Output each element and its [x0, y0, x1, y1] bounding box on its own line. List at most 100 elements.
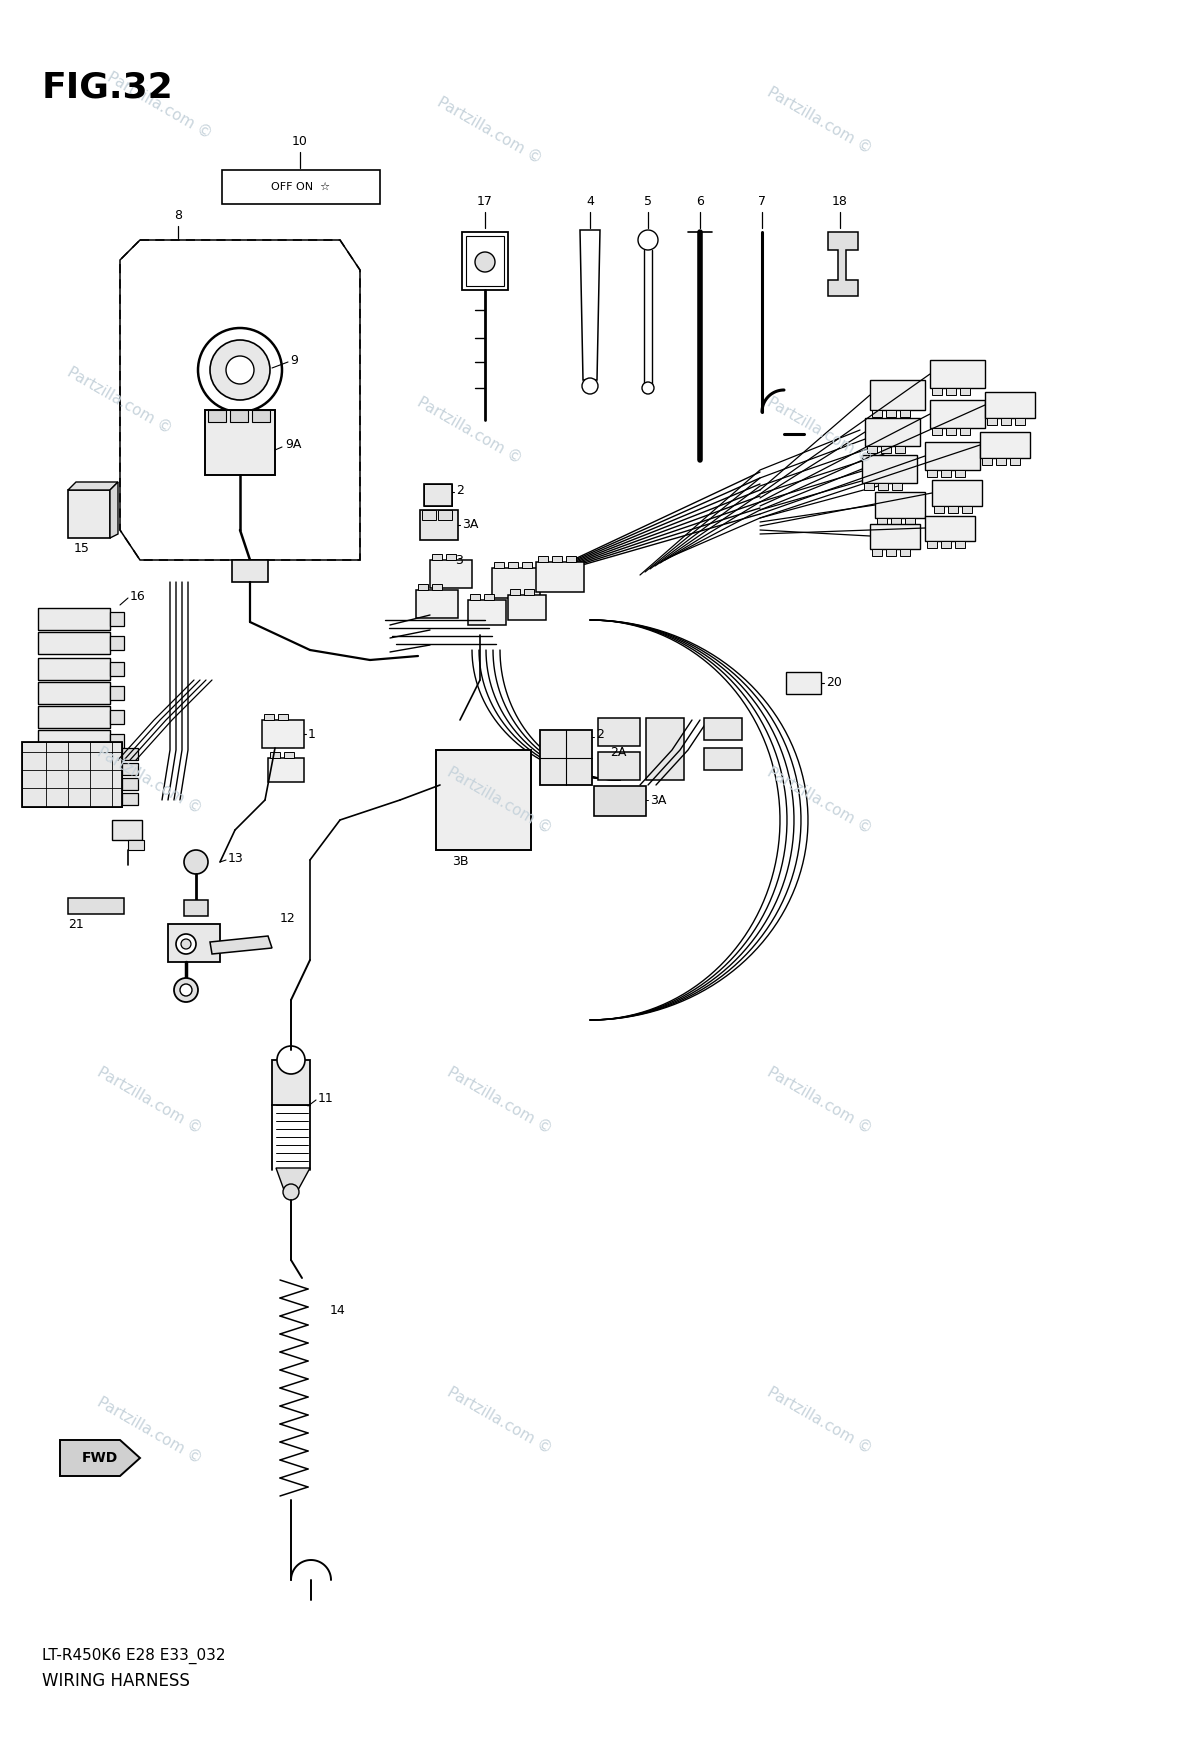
- Bar: [38, 706, 110, 728]
- Bar: [960, 388, 970, 395]
- Bar: [872, 410, 882, 417]
- Bar: [110, 612, 124, 626]
- Polygon shape: [580, 229, 600, 381]
- Text: 3B: 3B: [451, 855, 468, 867]
- Bar: [422, 509, 436, 520]
- Bar: [941, 469, 952, 476]
- Text: Partzilla.com ©: Partzilla.com ©: [95, 1394, 205, 1467]
- Text: 10: 10: [292, 136, 308, 148]
- Circle shape: [198, 328, 282, 412]
- Circle shape: [226, 356, 254, 384]
- Bar: [941, 541, 952, 547]
- Polygon shape: [210, 937, 272, 954]
- Bar: [960, 428, 970, 434]
- Bar: [68, 490, 110, 539]
- Bar: [508, 561, 518, 568]
- Bar: [222, 170, 380, 203]
- Text: FIG.32: FIG.32: [42, 70, 174, 104]
- Bar: [866, 447, 877, 454]
- Bar: [38, 659, 110, 680]
- Bar: [934, 506, 944, 513]
- Bar: [416, 589, 458, 619]
- Bar: [982, 459, 992, 466]
- Circle shape: [277, 1046, 305, 1074]
- Bar: [122, 793, 138, 805]
- Bar: [122, 763, 138, 775]
- Text: 7: 7: [758, 195, 766, 209]
- Bar: [38, 659, 110, 680]
- Bar: [865, 419, 920, 447]
- Bar: [466, 236, 504, 287]
- Bar: [438, 509, 452, 520]
- Bar: [540, 730, 592, 786]
- Bar: [122, 779, 138, 791]
- Bar: [870, 523, 920, 549]
- Circle shape: [210, 341, 270, 400]
- Circle shape: [181, 939, 191, 949]
- Polygon shape: [276, 1168, 310, 1191]
- Polygon shape: [110, 481, 118, 539]
- Bar: [895, 447, 905, 454]
- Text: Partzilla.com ©: Partzilla.com ©: [65, 363, 175, 436]
- Circle shape: [638, 229, 658, 250]
- Bar: [875, 492, 925, 518]
- Circle shape: [174, 978, 198, 1003]
- Bar: [284, 753, 294, 758]
- Bar: [38, 730, 110, 753]
- Bar: [948, 506, 958, 513]
- Bar: [184, 900, 208, 916]
- Text: 9A: 9A: [286, 438, 301, 452]
- Bar: [864, 483, 874, 490]
- Text: LT-R450K6 E28 E33_032: LT-R450K6 E28 E33_032: [42, 1648, 226, 1665]
- Bar: [264, 714, 274, 720]
- Circle shape: [180, 984, 192, 996]
- Bar: [122, 747, 138, 760]
- Bar: [268, 758, 304, 782]
- Bar: [890, 518, 901, 525]
- Bar: [886, 549, 896, 556]
- Polygon shape: [60, 1441, 140, 1476]
- Bar: [986, 419, 997, 426]
- Bar: [38, 633, 110, 653]
- Text: Partzilla.com ©: Partzilla.com ©: [766, 83, 875, 156]
- Text: Partzilla.com ©: Partzilla.com ©: [436, 94, 545, 167]
- Bar: [22, 742, 122, 806]
- Bar: [892, 483, 902, 490]
- Bar: [1001, 419, 1010, 426]
- Bar: [925, 516, 974, 541]
- Bar: [112, 820, 142, 839]
- Text: 6: 6: [696, 195, 704, 209]
- Bar: [522, 561, 532, 568]
- Text: Partzilla.com ©: Partzilla.com ©: [766, 395, 875, 466]
- Bar: [955, 469, 965, 476]
- Polygon shape: [828, 231, 858, 295]
- Bar: [38, 633, 110, 653]
- Bar: [110, 662, 124, 676]
- Bar: [536, 561, 584, 593]
- Text: 20: 20: [826, 676, 842, 690]
- Bar: [38, 608, 110, 629]
- Bar: [704, 718, 742, 740]
- Text: 17: 17: [478, 195, 493, 209]
- Text: 2A: 2A: [610, 746, 626, 758]
- Circle shape: [176, 933, 196, 954]
- Bar: [110, 733, 124, 747]
- Text: 1: 1: [308, 728, 316, 740]
- Bar: [877, 518, 887, 525]
- Text: Partzilla.com ©: Partzilla.com ©: [95, 1064, 205, 1137]
- Bar: [598, 753, 640, 780]
- Text: 21: 21: [68, 918, 84, 932]
- Bar: [930, 360, 985, 388]
- Text: 2: 2: [596, 728, 604, 742]
- Bar: [881, 447, 890, 454]
- Bar: [230, 410, 248, 422]
- Bar: [484, 594, 494, 600]
- Bar: [38, 730, 110, 753]
- Bar: [232, 560, 268, 582]
- Bar: [446, 554, 456, 560]
- Text: 11: 11: [318, 1091, 334, 1105]
- Text: Partzilla.com ©: Partzilla.com ©: [766, 1064, 875, 1137]
- Bar: [128, 839, 144, 850]
- Bar: [552, 556, 562, 561]
- Bar: [424, 483, 452, 506]
